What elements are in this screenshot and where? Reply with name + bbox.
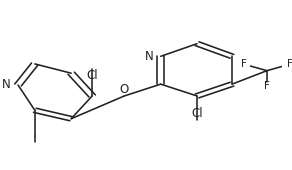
Text: N: N [145,50,154,63]
Text: F: F [264,81,270,91]
Text: Cl: Cl [191,107,203,120]
Text: O: O [120,83,129,96]
Text: F: F [241,59,247,69]
Text: F: F [287,59,292,69]
Text: N: N [2,79,11,91]
Text: Cl: Cl [86,69,98,82]
